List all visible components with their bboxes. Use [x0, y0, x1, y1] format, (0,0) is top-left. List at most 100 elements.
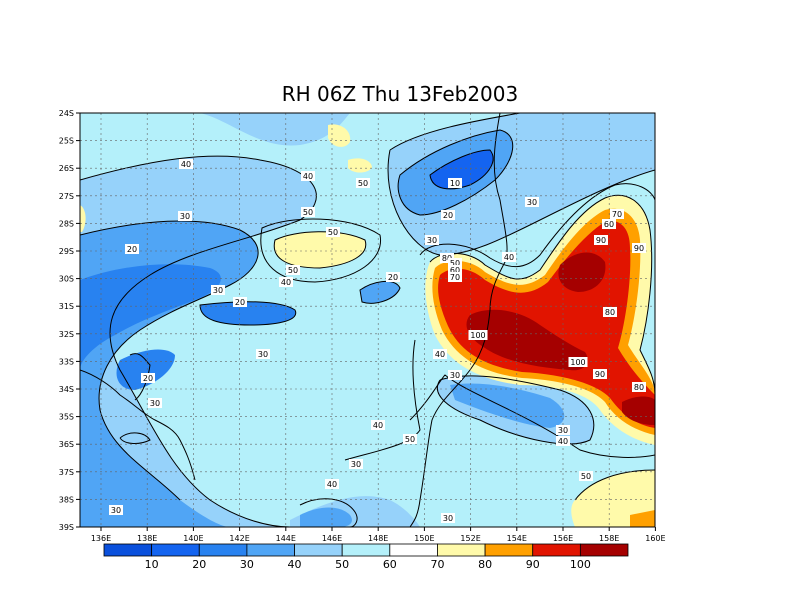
- lat-label: 24S: [59, 109, 74, 118]
- contour-label: 30: [213, 286, 223, 295]
- lon-label: 158E: [599, 534, 619, 543]
- contour-label: 50: [581, 472, 591, 481]
- colorbar-label: 80: [478, 558, 492, 571]
- contour-label-bg: [556, 436, 570, 446]
- contour-label-bg: [433, 349, 447, 359]
- colorbar-label: 20: [192, 558, 206, 571]
- contour-label: 50: [358, 179, 368, 188]
- colorbar-label: 40: [288, 558, 302, 571]
- contour-label: 100: [470, 331, 485, 340]
- plot-frame: [79, 112, 656, 528]
- lon-label: 148E: [368, 534, 388, 543]
- contour-label: 30: [258, 350, 268, 359]
- lat-label: 34S: [59, 385, 74, 394]
- contour-label-bg: [448, 265, 462, 275]
- contour-label: 50: [303, 208, 313, 217]
- contour-label-bg: [211, 285, 225, 295]
- colorbar-label: 10: [145, 558, 159, 571]
- contour-label: 40: [281, 278, 291, 287]
- contour-label-bg: [279, 277, 293, 287]
- contour-label: 60: [450, 266, 460, 275]
- lat-label: 38S: [59, 495, 74, 504]
- contour-label-bg: [440, 253, 454, 263]
- lon-label: 140E: [183, 534, 203, 543]
- contour-label-bg: [602, 219, 616, 229]
- contour-label-bg: [349, 459, 363, 469]
- contour-label: 70: [612, 210, 622, 219]
- contour-label: 80: [605, 308, 615, 317]
- contour-label: 50: [288, 266, 298, 275]
- contour-label: 40: [373, 421, 383, 430]
- contour-label: 30: [443, 514, 453, 523]
- contour-label-bg: [256, 349, 270, 359]
- contour-label-bg: [109, 505, 123, 515]
- lat-label: 25S: [59, 137, 74, 146]
- contour-label-bg: [356, 178, 370, 188]
- contour-label: 80: [442, 254, 452, 263]
- lat-label: 27S: [59, 192, 74, 201]
- contour-label-bg: [441, 513, 455, 523]
- colorbar-swatch: [294, 543, 343, 557]
- contour-label: 30: [558, 426, 568, 435]
- contour-label: 40: [181, 160, 191, 169]
- contour-label: 30: [180, 212, 190, 221]
- contour-label: 20: [143, 374, 153, 383]
- colorbar-swatch: [198, 543, 248, 557]
- colorbar-swatch: [389, 543, 438, 557]
- contour-label: 70: [450, 273, 460, 282]
- contour-label: 30: [111, 506, 121, 515]
- colorbar-label: 30: [240, 558, 254, 571]
- contour-label-bg: [141, 373, 155, 383]
- contour-label-bg: [371, 420, 385, 430]
- contour-label-bg: [448, 370, 462, 380]
- lon-label: 144E: [276, 534, 296, 543]
- contour-label-bg: [179, 159, 193, 169]
- lon-label: 146E: [322, 534, 342, 543]
- contour-label-bg: [610, 209, 624, 219]
- contour-label: 20: [127, 245, 137, 254]
- contour-label-bg: [403, 434, 417, 444]
- lat-label: 36S: [59, 440, 74, 449]
- contour-label-bg: [568, 357, 588, 367]
- contour-label-bg: [579, 471, 593, 481]
- colorbar-swatch: [151, 543, 200, 557]
- lat-label: 28S: [59, 219, 74, 228]
- contour-label-bg: [148, 398, 162, 408]
- contour-label-bg: [441, 210, 455, 220]
- contour-label-bg: [448, 272, 462, 282]
- contour-label-bg: [556, 425, 570, 435]
- contour-label: 40: [327, 480, 337, 489]
- contour-label: 40: [504, 253, 514, 262]
- contour-label: 10: [450, 179, 460, 188]
- colorbar-swatch: [484, 543, 534, 557]
- colorbar-swatch: [103, 543, 153, 557]
- contour-label-bg: [301, 207, 315, 217]
- contour-label: 20: [443, 211, 453, 220]
- contour-label: 50: [328, 228, 338, 237]
- contour-label-bg: [386, 272, 400, 282]
- contour-label: 100: [570, 358, 585, 367]
- colorbar-swatch: [532, 543, 581, 557]
- contour-label: 90: [595, 370, 605, 379]
- colorbar-label: 50: [335, 558, 349, 571]
- lon-label: 156E: [553, 534, 573, 543]
- lon-label: 154E: [507, 534, 527, 543]
- contour-label-bg: [425, 235, 439, 245]
- contour-label-bg: [326, 227, 340, 237]
- lon-label: 142E: [229, 534, 249, 543]
- contour-label-bg: [632, 243, 646, 253]
- contour-label: 40: [558, 437, 568, 446]
- contour-label-bg: [594, 235, 608, 245]
- contour-label-bg: [125, 244, 139, 254]
- contour-label-bg: [448, 258, 462, 268]
- colorbar-swatch: [579, 543, 629, 557]
- lon-label: 136E: [91, 534, 111, 543]
- contour-label: 30: [450, 371, 460, 380]
- contour-label: 50: [450, 259, 460, 268]
- lat-label: 35S: [59, 413, 74, 422]
- colorbar-label: 100: [570, 558, 591, 571]
- contour-label: 30: [527, 198, 537, 207]
- map-title: RH 06Z Thu 13Feb2003: [281, 82, 519, 106]
- colorbar: 10 20 30 40 50 60 70 80 90 100: [103, 543, 629, 571]
